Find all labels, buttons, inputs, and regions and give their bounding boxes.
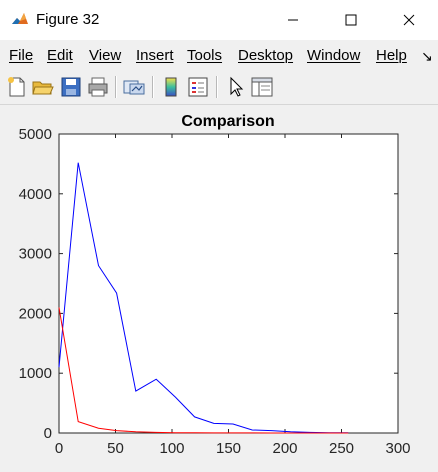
y-tick-label: 4000 (19, 186, 52, 203)
series-line-0[interactable] (58, 162, 349, 434)
title-bar: Figure 32 (0, 0, 438, 40)
toolbar-separator (152, 76, 154, 98)
window-title: Figure 32 (36, 11, 100, 28)
x-tick-label: 100 (159, 440, 184, 457)
close-button[interactable] (386, 0, 432, 40)
insert-colorbar-icon[interactable] (159, 75, 183, 99)
save-icon[interactable] (59, 75, 83, 99)
property-inspector-icon[interactable] (250, 75, 274, 99)
chevron-overflow-icon[interactable]: ↘ (421, 48, 433, 64)
menu-tools[interactable]: Tools (187, 47, 223, 64)
y-tick-label: 2000 (19, 305, 52, 322)
x-tick-label: 0 (55, 440, 63, 457)
edit-plot-icon[interactable] (223, 75, 247, 99)
toolbar-border (0, 104, 438, 105)
menu-edit[interactable]: Edit (47, 47, 73, 64)
axes-background[interactable] (58, 133, 399, 434)
chart-title: Comparison (181, 113, 274, 130)
x-tick-label: 50 (107, 440, 124, 457)
open-file-icon[interactable] (31, 75, 55, 99)
print-icon[interactable] (86, 75, 110, 99)
toolbar (0, 70, 438, 104)
x-tick-label: 300 (385, 440, 410, 457)
menu-insert[interactable]: Insert (136, 47, 174, 64)
x-tick-label: 250 (329, 440, 354, 457)
x-tick-label: 150 (216, 440, 241, 457)
minimize-button[interactable] (270, 0, 316, 40)
menu-view[interactable]: View (89, 47, 122, 64)
line-chart[interactable]: Comparison 0 50 100 150 200 250 30001000200030… (0, 105, 438, 472)
menu-window[interactable]: Window (307, 47, 361, 64)
menu-bar: File Edit View Insert Tools Desktop Wind… (0, 40, 438, 70)
maximize-icon (345, 14, 357, 26)
y-tick-label: 0 (44, 425, 52, 442)
menu-desktop[interactable]: Desktop (238, 47, 294, 64)
series-line-1[interactable] (58, 307, 349, 434)
menu-help[interactable]: Help (376, 47, 407, 64)
toolbar-separator (216, 76, 218, 98)
menu-file[interactable]: File (9, 47, 34, 64)
y-tick-label: 3000 (19, 246, 52, 263)
maximize-button[interactable] (328, 0, 374, 40)
close-icon (403, 14, 415, 26)
figure-area: Comparison 0 50 100 150 200 250 300 0 1000 2000 30… (0, 105, 438, 472)
new-figure-icon[interactable] (5, 75, 29, 99)
link-plot-icon[interactable] (122, 75, 146, 99)
insert-legend-icon[interactable] (186, 75, 210, 99)
matlab-icon (10, 10, 30, 30)
minimize-icon (288, 19, 298, 21)
toolbar-separator (115, 76, 117, 98)
y-tick-label: 5000 (19, 126, 52, 143)
y-tick-label: 1000 (19, 365, 52, 382)
series-layer (58, 162, 349, 434)
x-tick-label: 200 (272, 440, 297, 457)
